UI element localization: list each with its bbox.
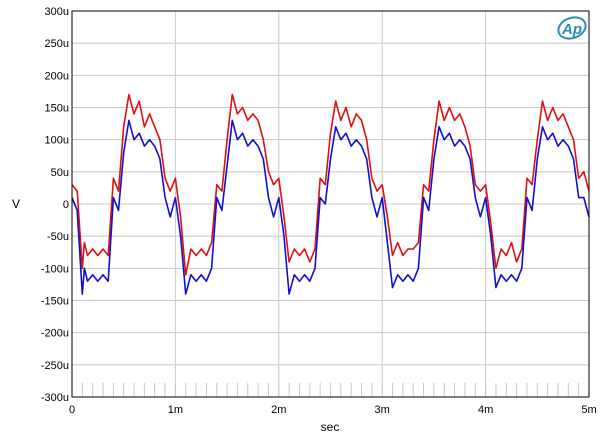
y-tick-label: -100u <box>41 263 69 275</box>
x-tick-labels: 0 1m 2m 3m 4m 5m <box>69 404 597 416</box>
x-tick-label: 3m <box>375 404 390 416</box>
x-tick-label: 0 <box>69 404 75 416</box>
x-tick-label: 1m <box>168 404 183 416</box>
y-tick-label: 200u <box>45 70 69 82</box>
y-tick-label: 150u <box>45 103 69 115</box>
y-tick-label: -250u <box>41 360 69 372</box>
y-tick-labels: 300u 250u 200u 150u 100u 50u 0 -50u -100u -150u -2… <box>41 6 69 404</box>
series-layer <box>71 93 590 295</box>
y-tick-label: -50u <box>47 231 69 243</box>
ap-logo-text: Ap <box>561 21 582 38</box>
y-tick-label: 300u <box>45 6 69 18</box>
x-tick-label: 5m <box>581 404 596 416</box>
y-tick-label: -150u <box>41 296 69 308</box>
y-tick-label: -300u <box>41 392 69 404</box>
y-tick-label: -200u <box>41 328 69 340</box>
y-tick-label: 250u <box>45 38 69 50</box>
x-axis-label: sec <box>321 420 340 434</box>
y-tick-label: 0 <box>63 199 69 211</box>
y-tick-label: 50u <box>51 167 69 179</box>
ap-logo-ring <box>557 16 587 40</box>
x-tick-label: 4m <box>478 404 493 416</box>
y-axis-label: V <box>12 197 20 211</box>
plot-area-border <box>71 10 590 398</box>
series-line-1 <box>71 93 590 276</box>
y-tick-label: 100u <box>45 135 69 147</box>
x-tick-label: 2m <box>271 404 286 416</box>
series-line-2 <box>71 119 590 295</box>
ap-logo: Ap <box>557 16 587 40</box>
